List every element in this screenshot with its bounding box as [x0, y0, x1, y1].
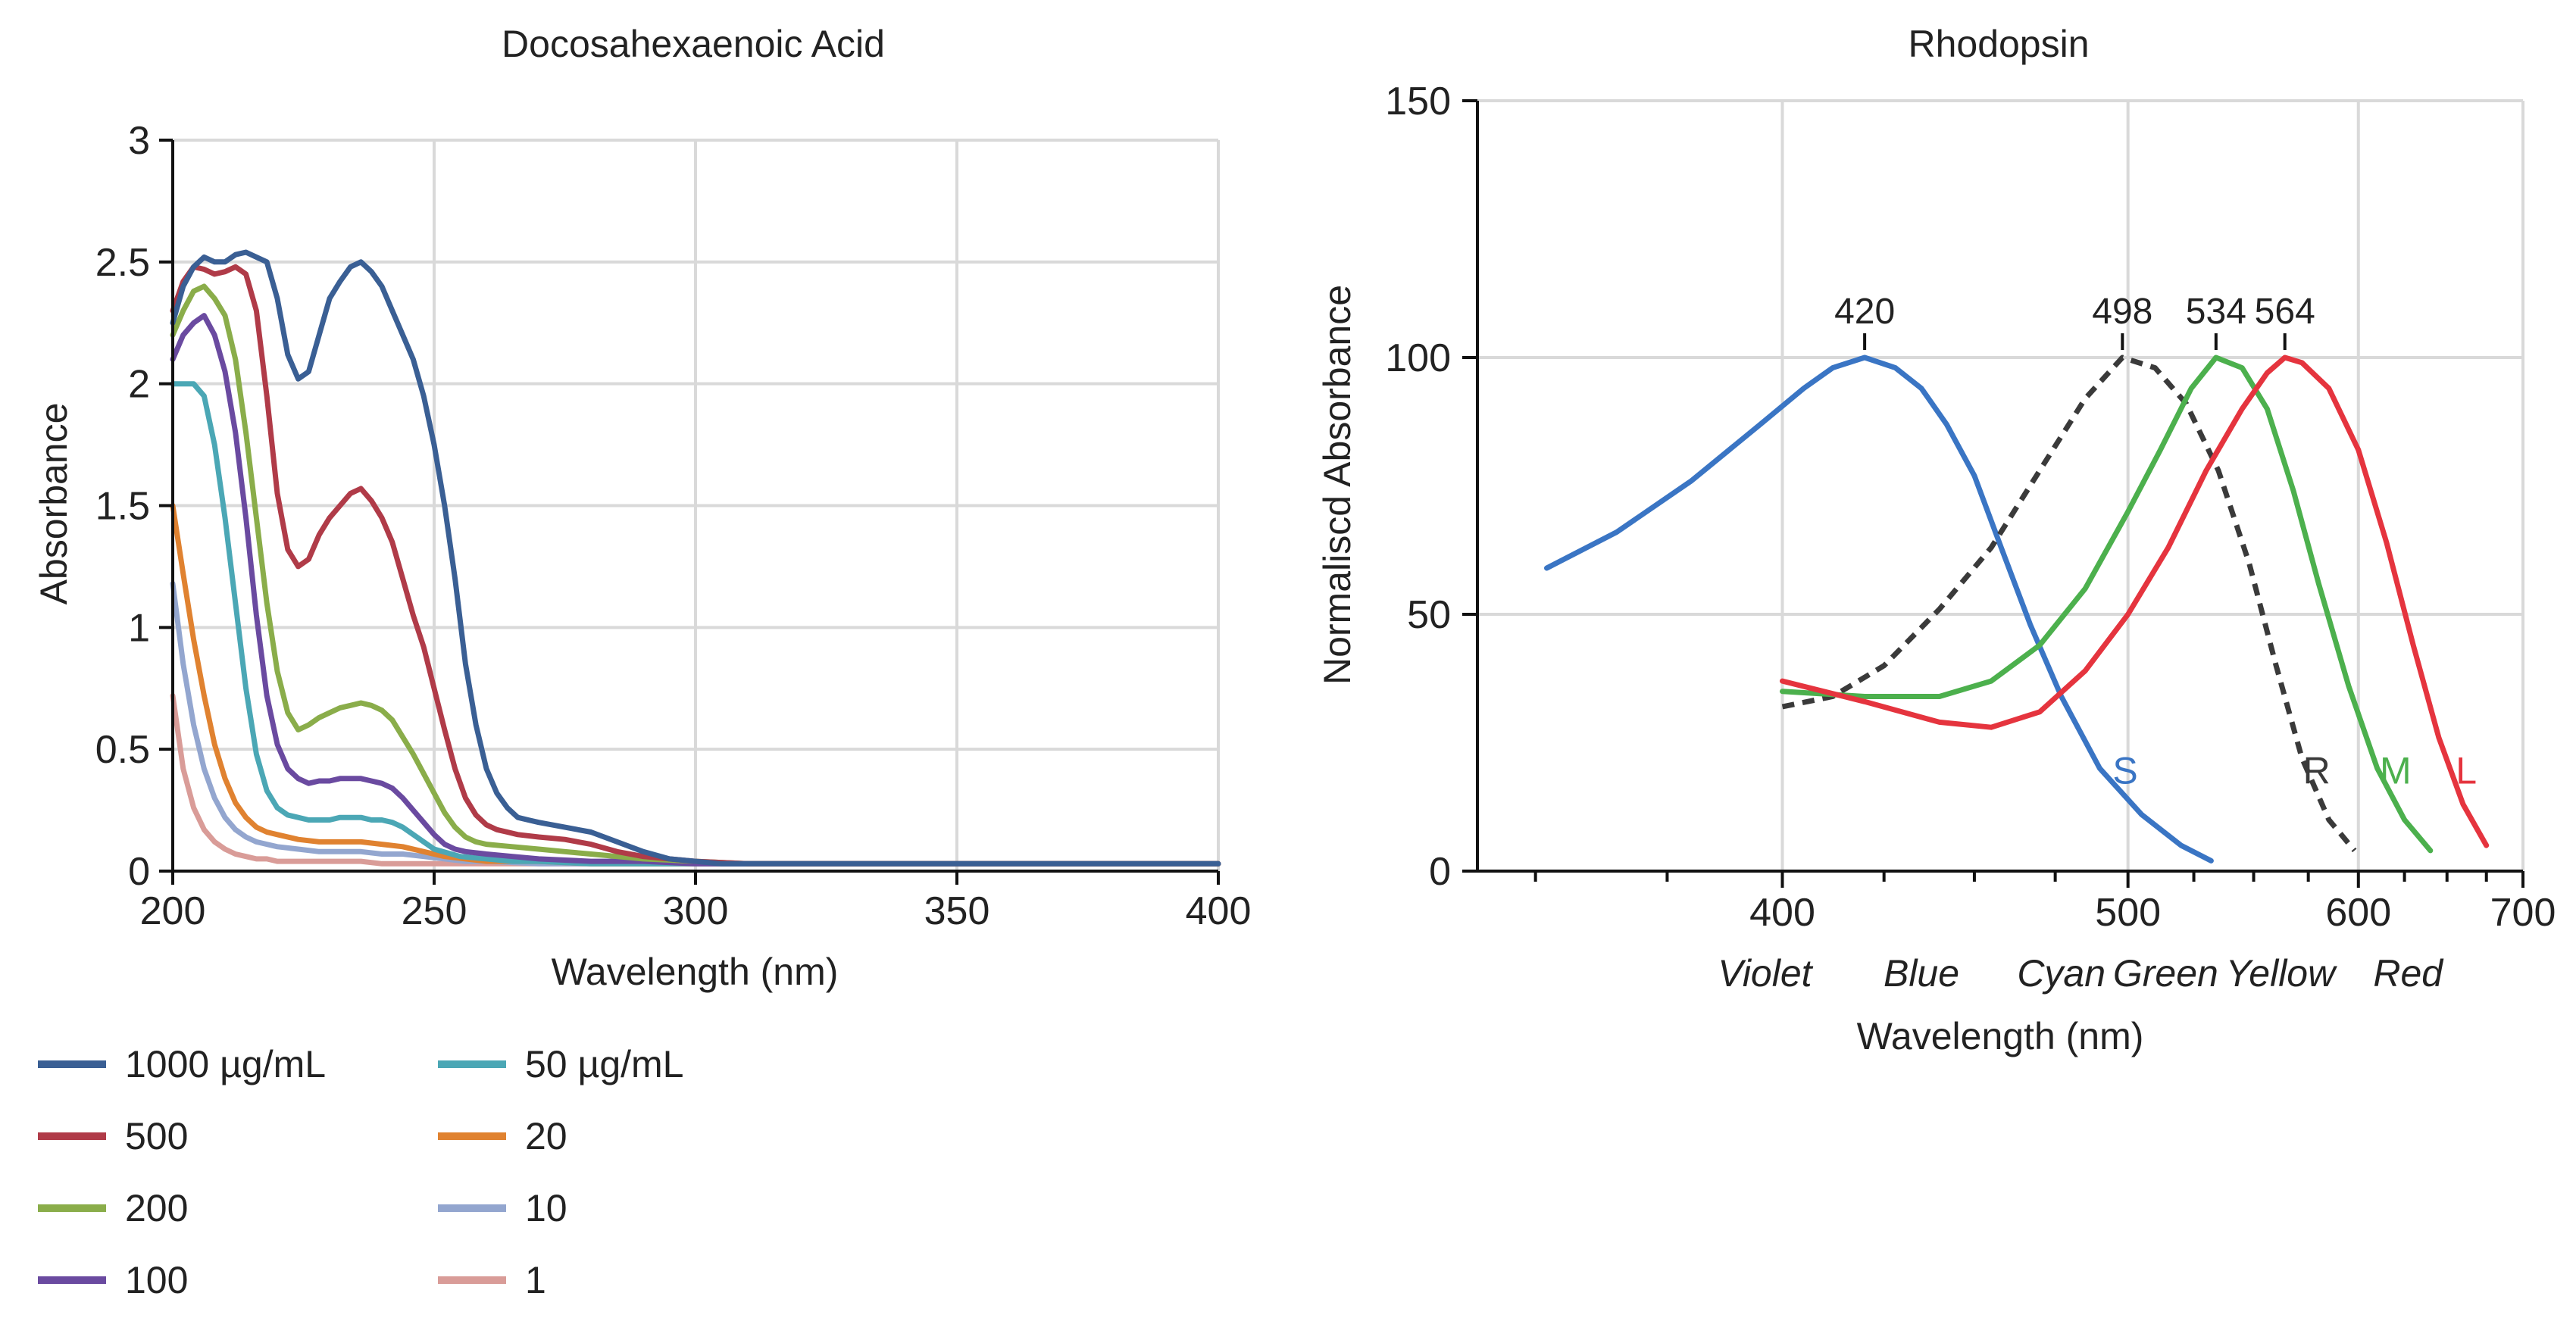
- rhodopsin-x-tick-label: 700: [2490, 891, 2556, 935]
- rhodopsin-color-band-labels: Violet Blue Cyan Green Yellow Red: [1718, 952, 2444, 995]
- dha-y-tick-label: 0.5: [95, 728, 150, 772]
- rhodopsin-x-tick-label: 500: [2095, 891, 2161, 935]
- dha-x-tick-label: 300: [663, 889, 729, 933]
- legend-label: 200: [125, 1187, 188, 1229]
- rhodopsin-axes: [1462, 99, 2524, 888]
- dha-y-tick-label: 3: [128, 119, 150, 163]
- rhodopsin-chart-title: Rhodopsin: [1908, 23, 2089, 65]
- dha-series-line: [170, 249, 1221, 867]
- dha-y-tick-label: 1.5: [95, 485, 150, 529]
- dha-x-axis-label: Wavelength (nm): [552, 951, 839, 993]
- dha-x-tick-label: 350: [924, 889, 990, 933]
- rhodopsin-color-band-label: Red: [2373, 952, 2444, 995]
- legend-label: 1000 µg/mL: [125, 1043, 326, 1085]
- dha-y-tick-label: 2.5: [95, 241, 150, 285]
- rhodopsin-series-label: M: [2380, 749, 2412, 792]
- dha-y-tick-label: 1: [128, 606, 150, 650]
- rhodopsin-peak-labels: 420 498 534 564: [1834, 292, 2315, 350]
- rhodopsin-series-line: [1780, 354, 2490, 848]
- rhodopsin-y-tick-label: 150: [1385, 80, 1451, 123]
- dha-series-line: [170, 264, 1221, 867]
- rhodopsin-series-label: S: [2112, 749, 2137, 792]
- rhodopsin-peak-label: 564: [2255, 292, 2315, 332]
- dha-y-axis-label: Absorbance: [33, 403, 75, 605]
- rhodopsin-series-line: [1544, 354, 2214, 864]
- rhodopsin-x-axis-label: Wavelength (nm): [1857, 1015, 2144, 1057]
- legend-label: 100: [125, 1259, 188, 1301]
- rhodopsin-color-band-label: Yellow: [2226, 952, 2337, 995]
- dha-x-tick-label: 400: [1186, 889, 1252, 933]
- rhodopsin-peak-label: 498: [2092, 292, 2152, 332]
- dha-chart: Docosahexaenoic Acid 200 250 300 350 400 0 0.…: [33, 23, 1251, 993]
- rhodopsin-x-tick-label: 400: [1749, 891, 1815, 935]
- rhodopsin-chart: Rhodopsin 400 500 600 700 0 50 100 150 Violet B…: [1316, 23, 2556, 1057]
- rhodopsin-series-line: [1780, 354, 2434, 854]
- dha-series-line: [170, 313, 1221, 867]
- rhodopsin-series-label: R: [2303, 749, 2331, 792]
- rhodopsin-series-lines: [1544, 354, 2490, 864]
- dha-axes: [159, 139, 1220, 885]
- rhodopsin-series-line: [1781, 354, 2357, 853]
- dha-y-tick-label: 2: [128, 363, 150, 407]
- rhodopsin-color-band-label: Cyan: [2017, 952, 2106, 995]
- dha-chart-title: Docosahexaenoic Acid: [502, 23, 885, 65]
- rhodopsin-peak-label: 420: [1834, 292, 1895, 332]
- rhodopsin-x-tick-labels: 400 500 600 700: [1749, 891, 2556, 935]
- legend-label: 500: [125, 1115, 188, 1157]
- rhodopsin-y-axis-label: Normaliscd Absorbance: [1316, 285, 1358, 685]
- rhodopsin-y-tick-label: 0: [1429, 850, 1451, 894]
- dha-x-tick-labels: 200 250 300 350 400: [140, 889, 1252, 933]
- legend-label: 10: [525, 1187, 567, 1229]
- rhodopsin-y-tick-label: 100: [1385, 336, 1451, 380]
- dha-y-tick-labels: 0 0.5 1 1.5 2 2.5 3: [95, 119, 150, 894]
- rhodopsin-color-band-label: Violet: [1718, 952, 1813, 995]
- dha-series-lines: [170, 249, 1221, 867]
- rhodopsin-y-tick-labels: 0 50 100 150: [1385, 80, 1451, 894]
- legend-label: 50 µg/mL: [525, 1043, 683, 1085]
- dha-x-tick-label: 200: [140, 889, 206, 933]
- dha-grid: [171, 139, 1220, 873]
- rhodopsin-color-band-label: Blue: [1884, 952, 1959, 995]
- rhodopsin-grid: [1477, 99, 2524, 871]
- dha-x-tick-label: 250: [402, 889, 467, 933]
- rhodopsin-y-tick-label: 50: [1407, 593, 1451, 637]
- rhodopsin-x-tick-label: 600: [2325, 891, 2391, 935]
- dha-y-tick-label: 0: [128, 850, 150, 894]
- rhodopsin-color-band-label: Green: [2113, 952, 2218, 995]
- legend-label: 20: [525, 1115, 567, 1157]
- legend-label: 1: [525, 1259, 546, 1301]
- rhodopsin-peak-label: 534: [2186, 292, 2246, 332]
- rhodopsin-series-label: L: [2456, 749, 2477, 792]
- dha-legend: 1000 µg/mL 500 200 100 50 µg/mL 20 10 1: [38, 1043, 683, 1301]
